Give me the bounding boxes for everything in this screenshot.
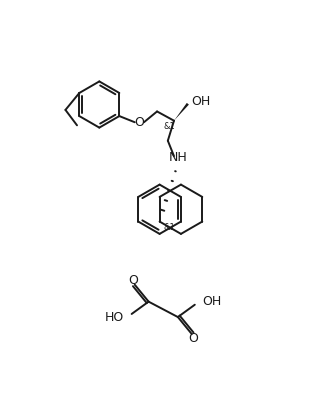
- Text: HO: HO: [105, 310, 124, 324]
- Text: OH: OH: [203, 295, 222, 308]
- Text: &1: &1: [164, 223, 175, 232]
- Text: OH: OH: [191, 95, 210, 108]
- Text: &1: &1: [164, 122, 175, 131]
- Text: NH: NH: [169, 151, 188, 164]
- Text: O: O: [134, 116, 144, 129]
- Polygon shape: [174, 103, 189, 121]
- Text: O: O: [188, 332, 198, 345]
- Text: O: O: [128, 274, 138, 287]
